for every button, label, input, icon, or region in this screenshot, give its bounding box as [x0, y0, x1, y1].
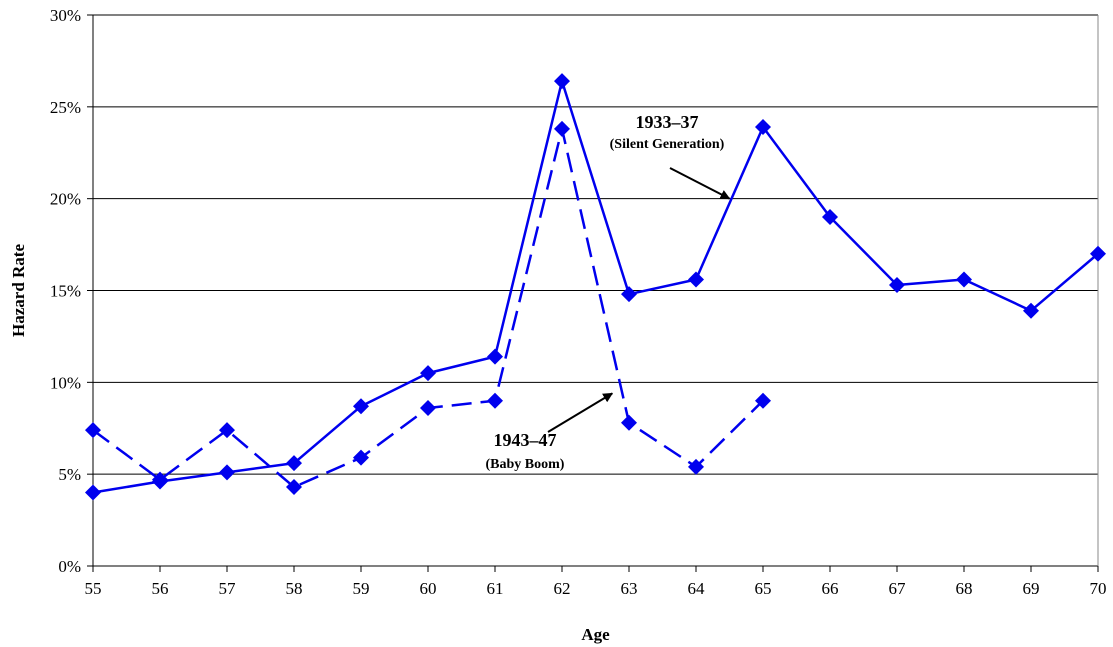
data-point-solid [219, 464, 235, 481]
data-point-solid [822, 209, 838, 226]
x-tick-label: 67 [889, 579, 907, 598]
data-point-dashed [85, 422, 101, 439]
x-tick-label: 58 [286, 579, 303, 598]
x-tick-label: 56 [152, 579, 169, 598]
y-tick-label: 0% [58, 557, 81, 576]
annotation-subtitle: (Silent Generation) [610, 137, 725, 152]
x-tick-label: 63 [621, 579, 638, 598]
x-tick-label: 64 [688, 579, 706, 598]
data-point-dashed [152, 471, 168, 488]
x-tick-label: 61 [487, 579, 504, 598]
x-tick-label: 55 [85, 579, 102, 598]
y-tick-label: 25% [50, 98, 81, 117]
x-tick-label: 59 [353, 579, 370, 598]
data-point-solid [956, 271, 972, 288]
y-tick-label: 30% [50, 6, 81, 25]
data-point-dashed [353, 449, 369, 466]
data-point-dashed [420, 400, 436, 417]
data-point-dashed [554, 120, 570, 137]
x-tick-label: 60 [420, 579, 437, 598]
data-point-solid [353, 398, 369, 415]
y-tick-label: 15% [50, 282, 81, 301]
data-point-dashed [219, 422, 235, 439]
data-point-dashed [755, 392, 771, 409]
series-line-dashed [92, 127, 764, 489]
data-point-solid [688, 271, 704, 288]
data-point-solid [286, 455, 302, 472]
data-point-solid [1090, 245, 1106, 262]
data-point-solid [889, 276, 905, 293]
data-point-dashed [688, 458, 704, 475]
x-tick-label: 68 [956, 579, 973, 598]
series-line-solid [92, 79, 1099, 494]
x-tick-label: 70 [1090, 579, 1107, 598]
data-point-solid [420, 365, 436, 382]
x-tick-label: 66 [822, 579, 839, 598]
annotation-arrow [669, 167, 731, 200]
data-point-dashed [286, 479, 302, 496]
y-tick-label: 5% [58, 465, 81, 484]
x-tick-label: 57 [219, 579, 237, 598]
data-point-dashed [621, 414, 637, 431]
data-point-solid [1023, 302, 1039, 319]
annotation-subtitle: (Baby Boom) [486, 457, 565, 472]
y-axis-title: Hazard Rate [9, 244, 28, 337]
data-point-solid [85, 484, 101, 501]
data-point-solid [621, 286, 637, 303]
data-point-dashed [487, 392, 503, 409]
x-tick-label: 62 [554, 579, 571, 598]
annotation-title: 1943–47 [494, 430, 557, 450]
y-tick-label: 20% [50, 190, 81, 209]
x-tick-label: 69 [1023, 579, 1040, 598]
data-point-solid [487, 348, 503, 365]
y-tick-label: 10% [50, 373, 81, 392]
x-tick-label: 65 [755, 579, 772, 598]
annotation-title: 1933–37 [636, 112, 699, 132]
annotation-arrow [547, 392, 614, 433]
data-point-solid [554, 73, 570, 90]
data-point-solid [755, 119, 771, 136]
x-axis-title: Age [581, 625, 610, 644]
